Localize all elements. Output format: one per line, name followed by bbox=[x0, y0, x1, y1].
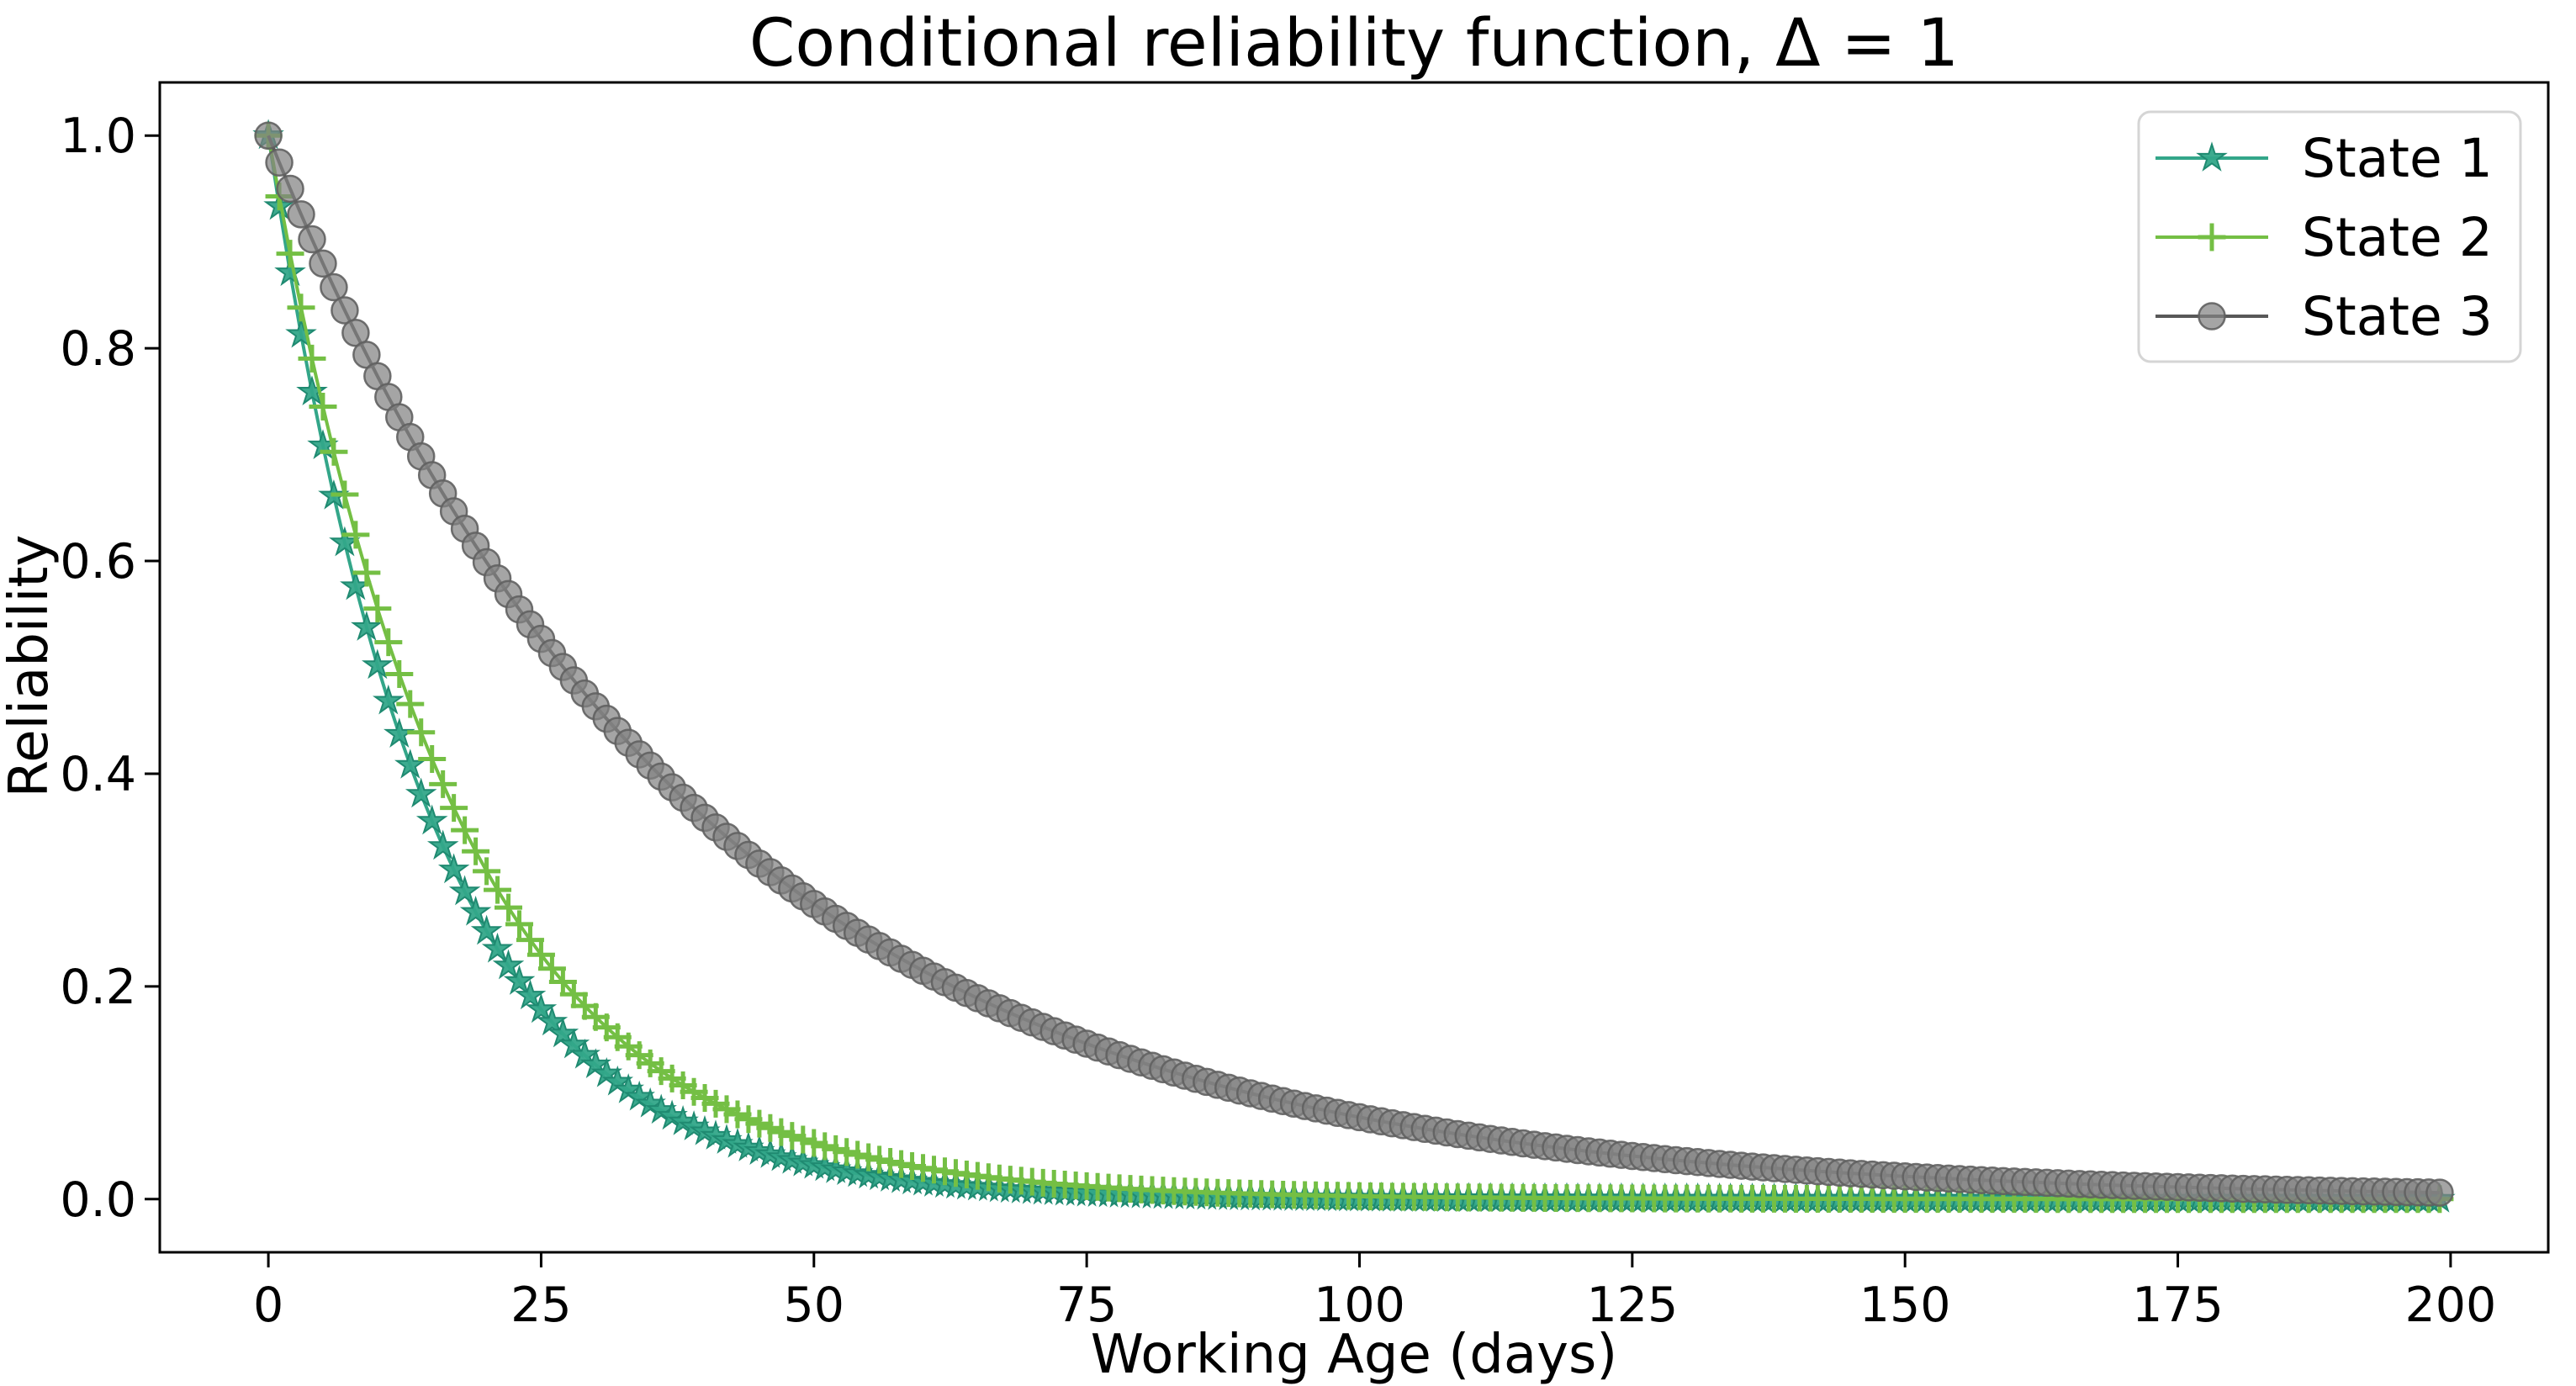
x-tick-label: 175 bbox=[2132, 1278, 2224, 1333]
x-tick-label: 50 bbox=[784, 1278, 845, 1333]
plus-marker bbox=[385, 660, 414, 689]
circle-marker bbox=[331, 296, 359, 325]
star-marker bbox=[525, 992, 558, 1024]
series-state-3 bbox=[254, 121, 2454, 1207]
series-line-state-2 bbox=[267, 135, 2440, 1201]
plus-marker bbox=[451, 816, 479, 844]
circle-marker bbox=[2425, 1178, 2454, 1207]
plus-marker bbox=[440, 794, 468, 823]
star-marker bbox=[536, 1005, 569, 1036]
star-marker bbox=[470, 914, 503, 945]
plus-marker bbox=[2198, 223, 2226, 251]
plus-marker bbox=[505, 910, 533, 939]
legend-item-state-2: State 2 bbox=[2155, 207, 2493, 268]
y-tick-label: 1.0 bbox=[60, 108, 136, 164]
star-marker bbox=[481, 932, 514, 963]
circle-marker bbox=[298, 225, 326, 254]
plus-marker bbox=[352, 558, 381, 587]
circle-marker bbox=[2198, 302, 2226, 331]
plus-marker bbox=[462, 837, 490, 865]
circle-marker bbox=[265, 148, 294, 177]
legend-item-state-1: State 1 bbox=[2155, 128, 2493, 189]
x-axis-label: Working Age (days) bbox=[1091, 1324, 1618, 1386]
circle-marker bbox=[254, 121, 283, 150]
plus-marker bbox=[309, 392, 337, 421]
plus-marker bbox=[287, 294, 315, 322]
x-tick-label: 0 bbox=[253, 1278, 283, 1333]
star-marker bbox=[459, 895, 492, 926]
plus-marker bbox=[429, 770, 458, 798]
y-tick-label: 0.6 bbox=[60, 534, 136, 590]
star-marker bbox=[362, 648, 394, 680]
legend-item-state-3: State 3 bbox=[2155, 286, 2493, 347]
circle-marker bbox=[309, 249, 337, 278]
circle-marker bbox=[276, 174, 304, 204]
star-marker bbox=[274, 256, 306, 287]
axis-ticks: 0 25 50 75 100 125 150 175 200 0.0 0.2 0.4 0.6 0.8 1.0 bbox=[60, 108, 2496, 1333]
star-marker bbox=[394, 749, 426, 779]
y-tick-label: 0.0 bbox=[60, 1172, 136, 1228]
legend-box bbox=[2137, 110, 2522, 363]
plus-marker bbox=[374, 628, 403, 657]
series-state-1 bbox=[252, 119, 2456, 1213]
x-tick-label: 100 bbox=[1314, 1278, 1405, 1333]
plus-marker bbox=[396, 690, 425, 718]
star-marker bbox=[351, 611, 383, 641]
star-marker bbox=[383, 717, 415, 749]
circle-marker bbox=[287, 200, 315, 229]
legend-label: State 1 bbox=[2302, 128, 2493, 189]
x-tick-label: 200 bbox=[2404, 1278, 2496, 1333]
data-series-layer bbox=[252, 119, 2456, 1214]
x-tick-label: 125 bbox=[1586, 1278, 1678, 1333]
star-marker bbox=[547, 1017, 579, 1048]
x-tick-label: 25 bbox=[510, 1278, 572, 1333]
plus-marker bbox=[298, 344, 326, 373]
legend-label: State 3 bbox=[2302, 286, 2493, 347]
plus-marker bbox=[407, 718, 436, 747]
y-axis-label: Reliability bbox=[0, 535, 61, 798]
legend-label: State 2 bbox=[2302, 207, 2493, 268]
star-marker bbox=[503, 965, 536, 995]
plus-marker bbox=[276, 240, 304, 268]
circle-marker bbox=[320, 272, 348, 302]
y-tick-label: 0.2 bbox=[60, 960, 136, 1015]
x-tick-label: 150 bbox=[1859, 1278, 1951, 1333]
plus-marker bbox=[418, 744, 447, 773]
star-marker bbox=[373, 684, 405, 715]
star-marker bbox=[437, 853, 470, 884]
plus-marker bbox=[363, 595, 392, 623]
star-marker bbox=[415, 804, 448, 835]
star-marker bbox=[492, 949, 525, 980]
plus-marker bbox=[484, 876, 512, 904]
plus-marker bbox=[320, 437, 348, 466]
y-tick-label: 0.4 bbox=[60, 747, 136, 802]
plus-marker bbox=[473, 857, 501, 886]
star-marker bbox=[448, 875, 481, 906]
series-line-state-3 bbox=[267, 135, 2440, 1195]
series-markers-state-3 bbox=[254, 121, 2454, 1207]
series-line-state-1 bbox=[267, 135, 2440, 1201]
y-tick-label: 0.8 bbox=[60, 321, 136, 377]
chart-title: Conditional reliability function, Δ = 1 bbox=[749, 6, 1959, 82]
star-marker bbox=[296, 375, 328, 406]
legend: State 1 State 2 State 3 bbox=[2137, 110, 2522, 363]
series-markers-state-1 bbox=[252, 119, 2456, 1213]
plus-marker bbox=[516, 926, 544, 955]
plus-marker bbox=[495, 893, 523, 922]
x-tick-label: 75 bbox=[1056, 1278, 1118, 1333]
star-marker bbox=[2196, 141, 2228, 172]
star-marker bbox=[514, 979, 547, 1010]
plus-marker bbox=[526, 940, 555, 969]
plus-marker bbox=[341, 521, 370, 549]
star-marker bbox=[405, 777, 437, 808]
star-marker bbox=[426, 829, 459, 860]
plot-area-border bbox=[158, 81, 2550, 1254]
plus-marker bbox=[331, 480, 359, 509]
star-marker bbox=[285, 317, 317, 348]
